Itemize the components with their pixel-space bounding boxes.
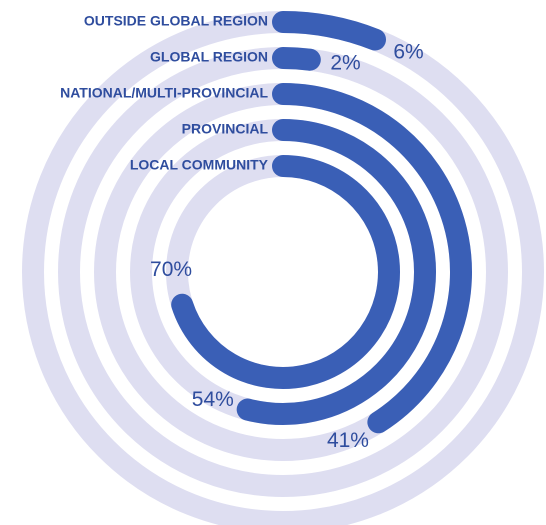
value-label: 2% — [330, 52, 360, 75]
radial-bar — [236, 119, 436, 425]
radial-bar — [272, 83, 472, 434]
category-label: GLOBAL REGION — [150, 49, 268, 65]
radial-bar — [171, 155, 400, 389]
radial-bar — [272, 11, 387, 51]
category-label: PROVINCIAL — [182, 121, 269, 137]
category-label: NATIONAL/MULTI-PROVINCIAL — [60, 85, 268, 101]
category-label: OUTSIDE GLOBAL REGION — [84, 13, 268, 29]
value-label: 54% — [192, 388, 234, 411]
value-label: 6% — [393, 40, 423, 63]
value-label: 41% — [327, 429, 369, 452]
radial-bar — [272, 47, 321, 71]
value-label: 70% — [150, 258, 192, 281]
category-label: LOCAL COMMUNITY — [130, 157, 269, 173]
